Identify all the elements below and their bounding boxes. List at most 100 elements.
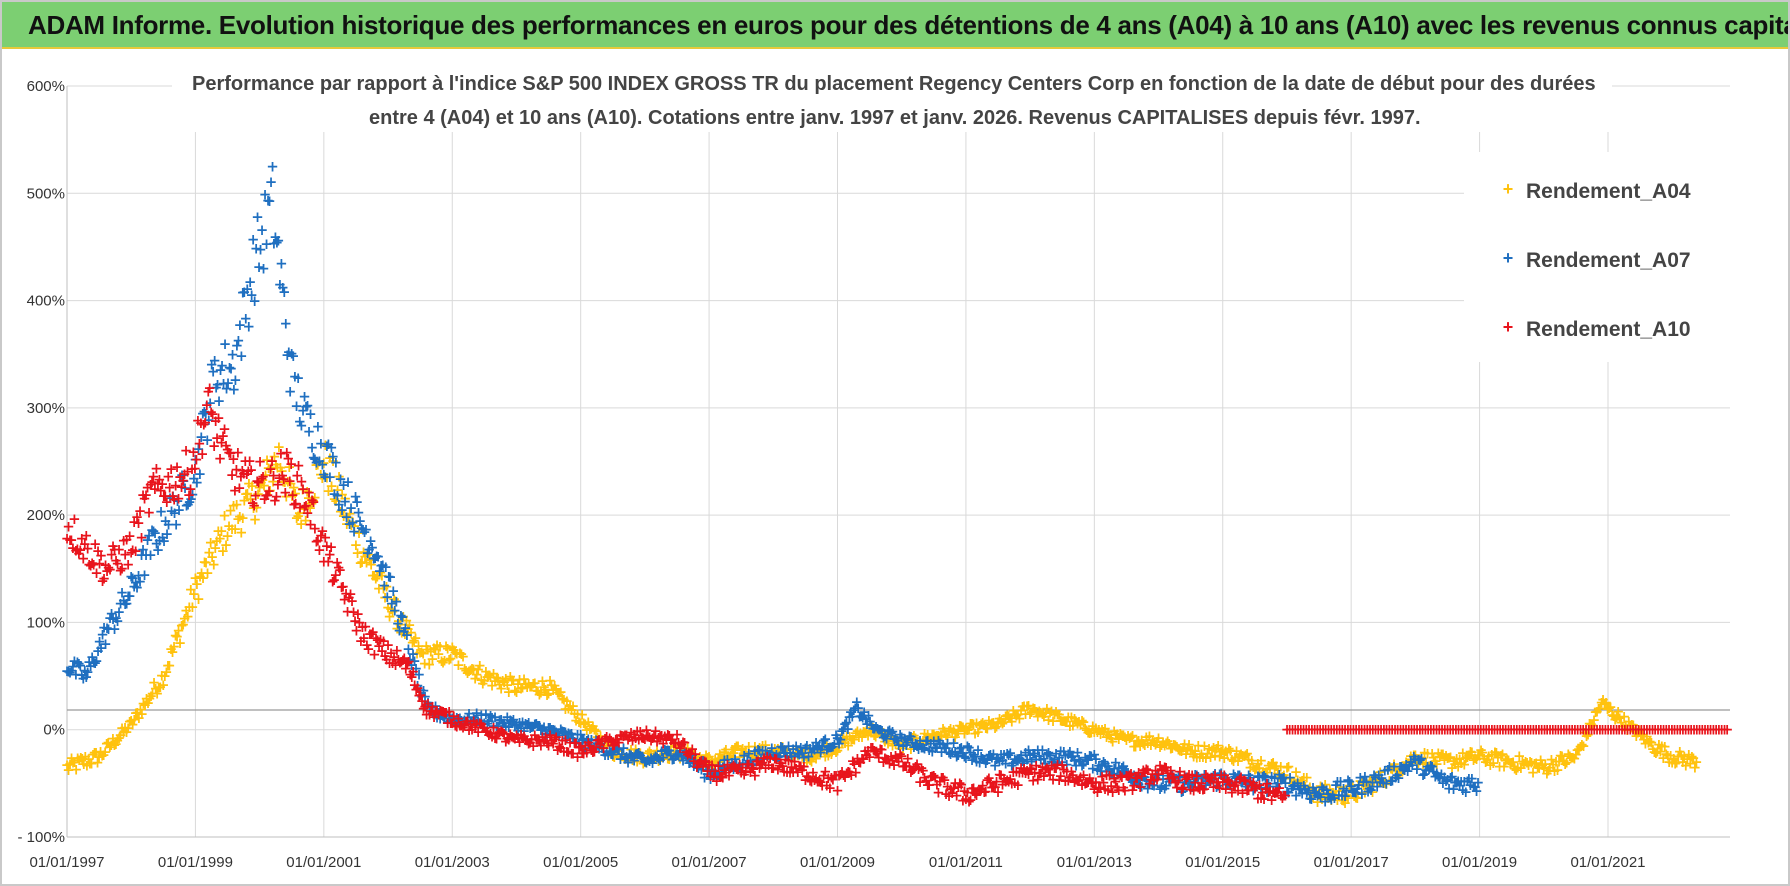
point-0-4-2: + <box>192 590 205 608</box>
point-0-6-9: + <box>267 472 280 490</box>
point-0-4-18: + <box>217 542 230 560</box>
point-0-8-9: + <box>305 494 318 512</box>
point-0-1-7: + <box>104 738 117 756</box>
point-0-2-1: + <box>126 715 139 733</box>
point-0-8-2: + <box>295 515 308 533</box>
y-tick-label-4: 300% <box>27 400 65 417</box>
point-0-9-19: + <box>347 513 360 531</box>
point-0-6-6: + <box>262 459 275 477</box>
point-0-10-20: + <box>380 578 393 596</box>
point-0-3-7: + <box>168 638 181 656</box>
point-0-9-2: + <box>321 469 334 487</box>
point-0-10-1: + <box>351 544 364 562</box>
point-0-10-15: + <box>373 579 386 597</box>
point-0-3-1: + <box>159 667 172 685</box>
point-0-8-1: + <box>293 504 306 522</box>
point-0-5-15: + <box>244 490 257 508</box>
point-0-2-12: + <box>143 690 156 708</box>
point-0-10-5: + <box>357 543 370 561</box>
x-axis-ticks: 01/01/1997 01/01/1999 01/01/2001 01/01/2003… <box>29 854 1645 871</box>
point-0-1-10: + <box>108 736 121 754</box>
point-0-7-10: + <box>287 479 300 497</box>
point-0-1-0: + <box>93 748 106 766</box>
point-0-8-15: + <box>315 466 328 484</box>
point-1-12-9: + <box>312 417 325 435</box>
x-tick-label-5: 01/01/2007 <box>672 854 747 871</box>
x-tick-label-6: 01/01/2009 <box>800 854 875 871</box>
point-0-3-3: + <box>162 657 175 675</box>
point-0-5-0: + <box>221 527 234 545</box>
point-0-52-16: + <box>1690 753 1703 771</box>
point-0-1-5: + <box>100 734 113 752</box>
point-0-1-9: + <box>107 730 120 748</box>
point-0-10-9: + <box>363 551 376 569</box>
point-0-8-4: + <box>298 500 311 518</box>
point-0-1-12: + <box>111 731 124 749</box>
point-0-11-5: + <box>389 592 402 610</box>
point-0-11-0: + <box>382 599 395 617</box>
point-0-8-0: + <box>292 507 305 525</box>
point-2-3-12: + <box>143 504 156 522</box>
point-1-9-7: + <box>257 260 270 278</box>
point-1-50-20: + <box>1472 774 1485 792</box>
point-0-11-2: + <box>385 600 398 618</box>
point-0-9-16: + <box>342 509 355 527</box>
point-0-6-12: + <box>271 459 284 477</box>
point-0-10-7: + <box>360 554 373 572</box>
y-tick-label-7: 600% <box>27 78 65 95</box>
point-0-2-7: + <box>136 705 149 723</box>
point-0-10-11: + <box>367 566 380 584</box>
point-0-0-13: + <box>81 756 94 774</box>
point-0-1-16: + <box>117 723 130 741</box>
point-0-9-14: + <box>339 489 352 507</box>
point-0-5-8: + <box>234 508 247 526</box>
point-2-3-7: + <box>135 529 148 547</box>
point-0-3-18: + <box>185 581 198 599</box>
point-0-3-8: + <box>169 626 182 644</box>
title-banner: ADAM Informe. Evolution historique des p… <box>2 2 1788 49</box>
point-0-0-6: + <box>70 760 83 778</box>
point-0-0-12: + <box>79 748 92 766</box>
point-0-5-3: + <box>226 520 239 538</box>
x-tick-label-2: 01/01/2001 <box>286 854 361 871</box>
point-0-8-14: + <box>313 453 326 471</box>
y-tick-label-3: 200% <box>27 507 65 524</box>
point-0-4-13: + <box>209 539 222 557</box>
point-1-10-4: + <box>272 232 285 250</box>
point-0-5-6: + <box>230 495 243 513</box>
point-0-9-20: + <box>348 517 361 535</box>
point-0-4-19: + <box>218 506 231 524</box>
point-0-4-10: + <box>204 534 217 552</box>
point-0-6-4: + <box>259 466 272 484</box>
point-0-1-4: + <box>99 743 112 761</box>
point-0-5-17: + <box>247 499 260 517</box>
point-0-10-19: + <box>379 589 392 607</box>
point-0-11-8: + <box>394 616 407 634</box>
point-2-7-11: + <box>218 420 231 438</box>
point-0-10-14: + <box>371 568 384 586</box>
y-axis-ticks: - 100% 0% 100% 200% 300% 400% 500% 600% <box>17 78 65 846</box>
point-0-0-16: + <box>85 754 98 772</box>
point-2-6-9: + <box>196 445 209 463</box>
y-tick-label-5: 400% <box>27 293 65 310</box>
point-0-9-18: + <box>345 516 358 534</box>
point-0-2-18: + <box>152 678 165 696</box>
point-0-7-7: + <box>283 458 296 476</box>
chart-title-line1: Performance par rapport à l'indice S&P 5… <box>192 73 1596 95</box>
point-0-8-13: + <box>312 455 325 473</box>
point-0-10-13: + <box>370 570 383 588</box>
point-0-5-20: + <box>252 485 265 503</box>
point-0-1-17: + <box>119 719 132 737</box>
point-0-1-20: + <box>123 713 136 731</box>
point-0-1-19: + <box>122 719 135 737</box>
point-1-9-11: + <box>263 192 276 210</box>
point-0-1-15: + <box>116 719 129 737</box>
point-0-7-11: + <box>289 485 302 503</box>
point-0-2-13: + <box>145 687 158 705</box>
point-0-6-10: + <box>268 447 281 465</box>
point-1-9-1: + <box>248 292 261 310</box>
point-0-2-15: + <box>148 674 161 692</box>
point-0-3-14: + <box>178 610 191 628</box>
point-0-2-14: + <box>146 685 159 703</box>
